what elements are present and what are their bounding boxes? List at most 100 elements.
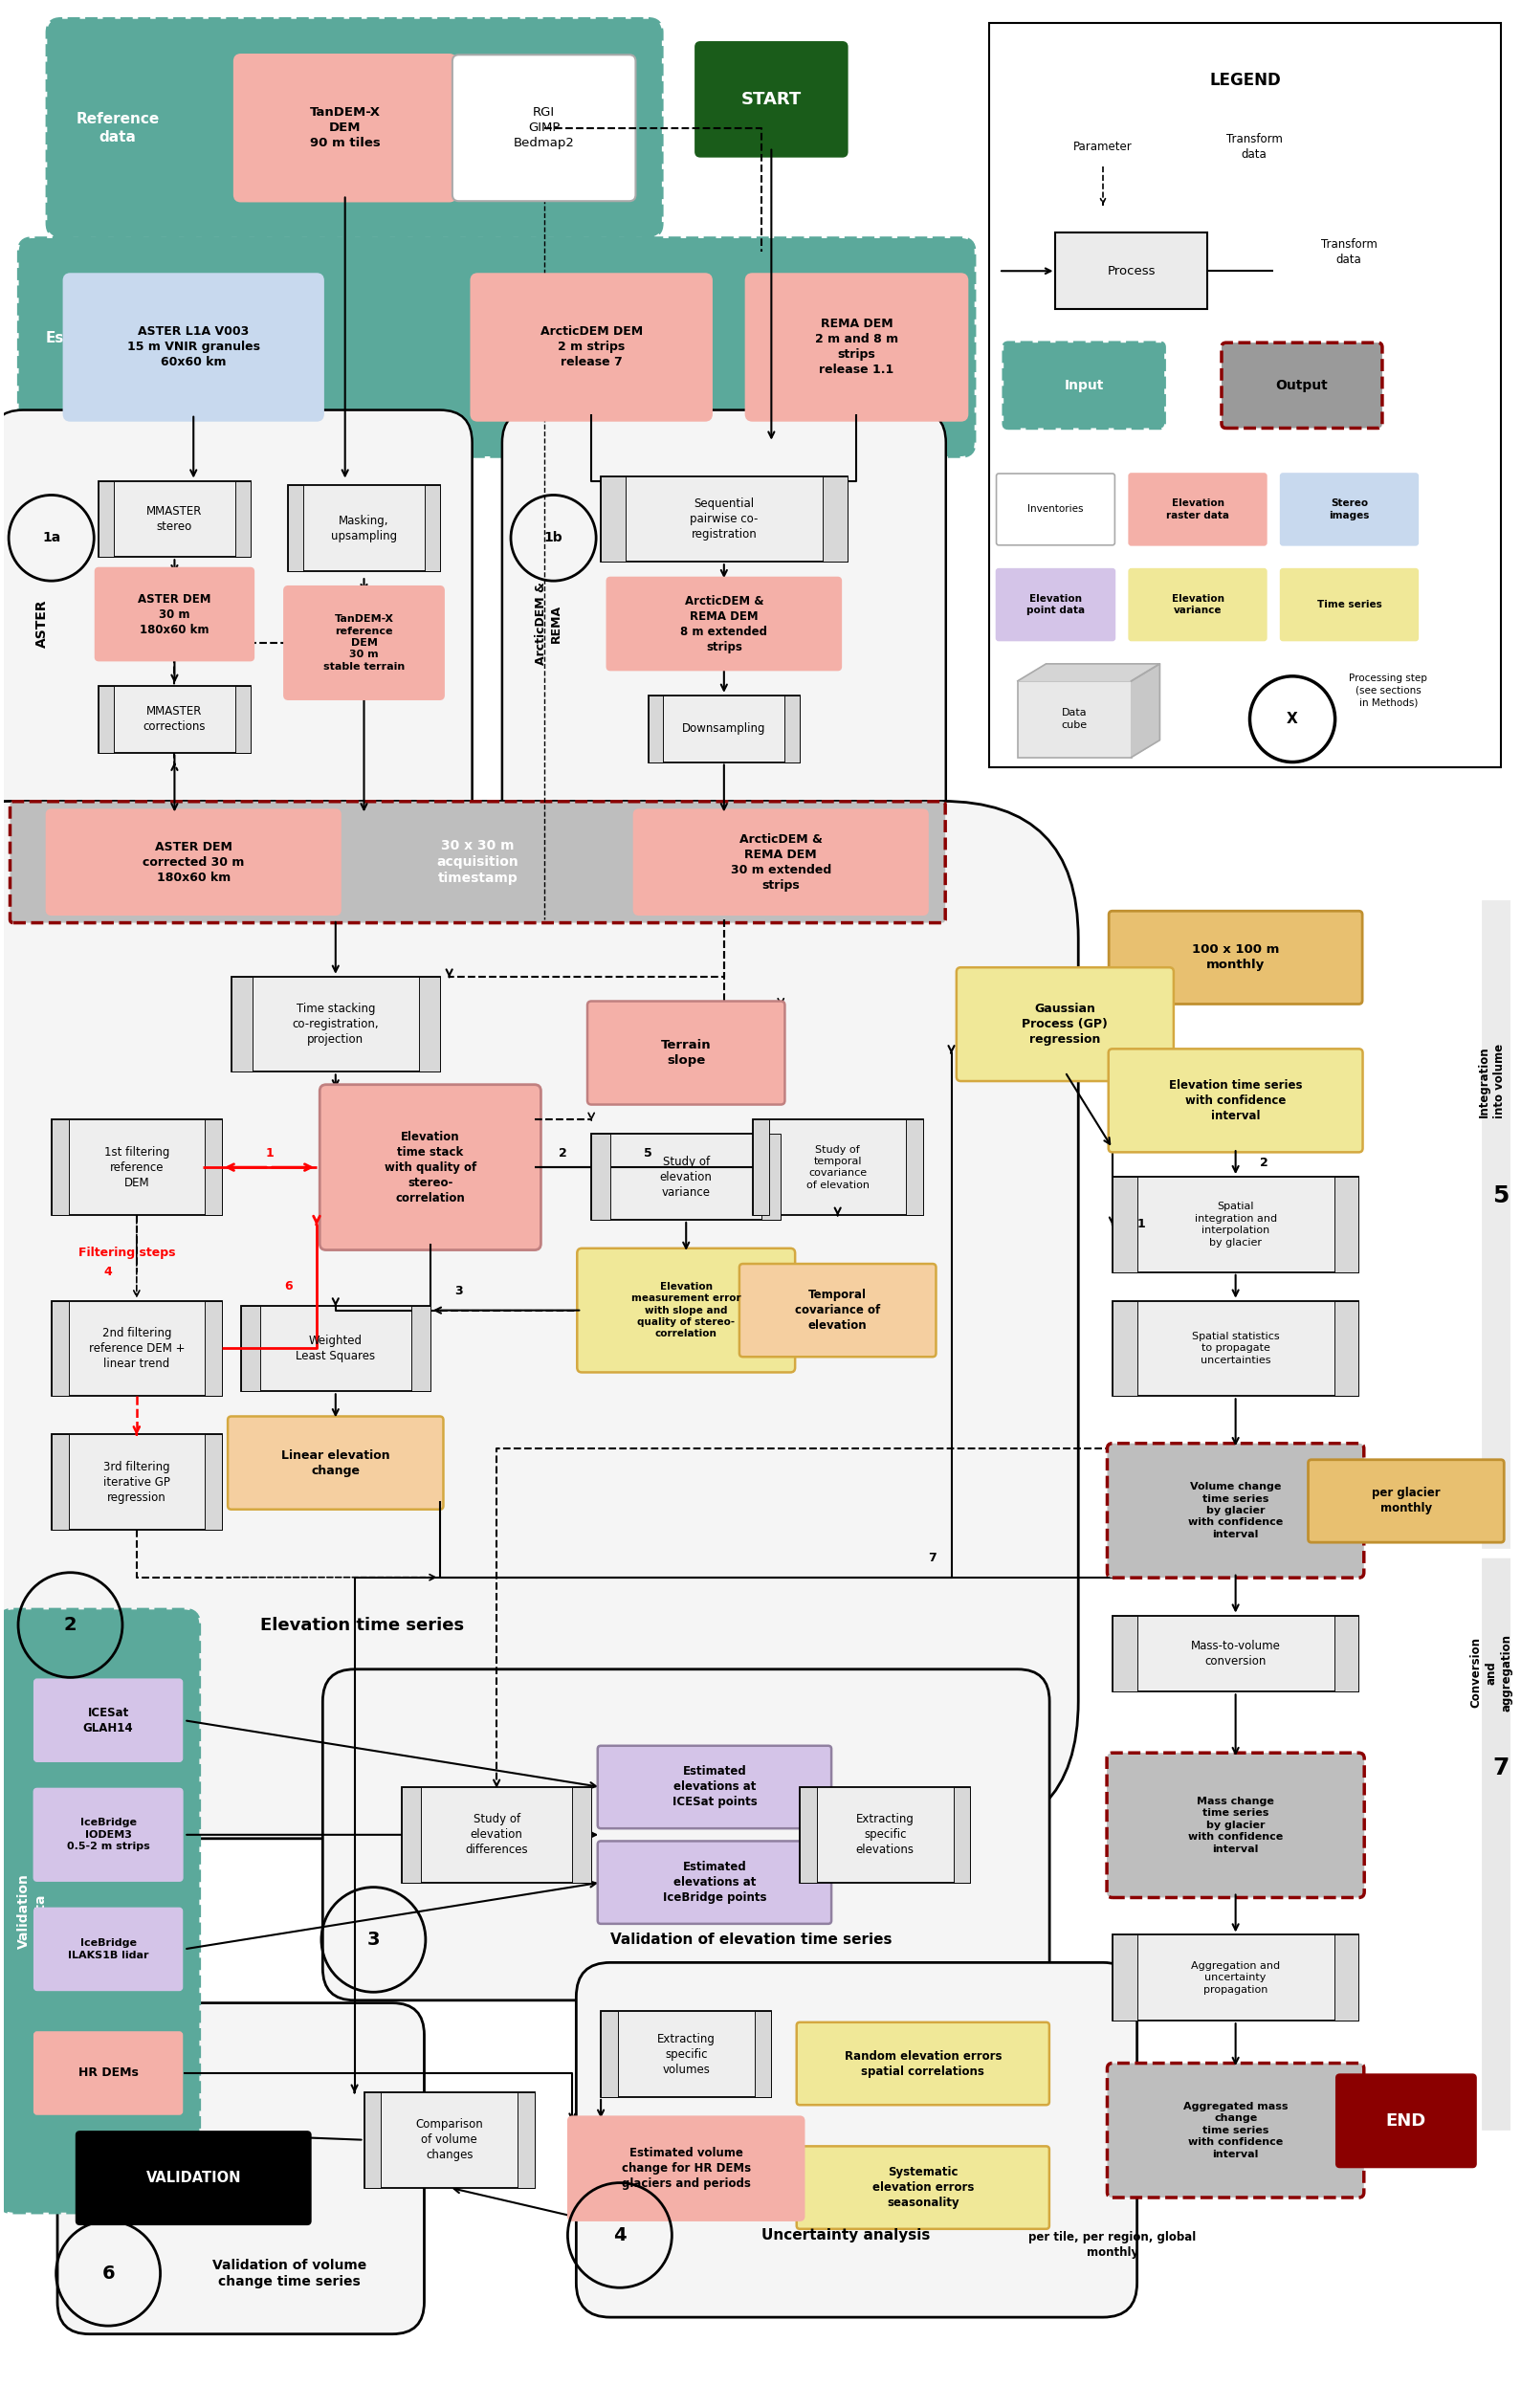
Text: ASTER DEM
corrected 30 m
180x60 km: ASTER DEM corrected 30 m 180x60 km bbox=[143, 840, 245, 884]
Bar bbox=[572, 1787, 592, 1883]
FancyBboxPatch shape bbox=[598, 1842, 832, 1924]
Bar bbox=[99, 482, 114, 556]
Bar bbox=[411, 1305, 430, 1392]
FancyBboxPatch shape bbox=[957, 968, 1174, 1081]
FancyBboxPatch shape bbox=[502, 409, 946, 838]
Bar bbox=[1334, 1300, 1358, 1397]
Bar bbox=[52, 1300, 68, 1397]
Text: 3rd filtering
iterative GP
regression: 3rd filtering iterative GP regression bbox=[103, 1459, 170, 1503]
Text: 4: 4 bbox=[613, 2225, 627, 2244]
Bar bbox=[418, 978, 440, 1072]
Bar bbox=[823, 477, 847, 561]
Bar bbox=[1112, 1616, 1138, 1693]
FancyBboxPatch shape bbox=[35, 1678, 183, 1760]
FancyBboxPatch shape bbox=[0, 1609, 199, 2213]
FancyBboxPatch shape bbox=[33, 1789, 183, 1881]
FancyBboxPatch shape bbox=[47, 19, 662, 236]
FancyBboxPatch shape bbox=[1281, 474, 1418, 544]
Text: Estimation
data: Estimation data bbox=[46, 332, 134, 364]
Bar bbox=[364, 2093, 382, 2186]
Text: Extracting
specific
elevations: Extracting specific elevations bbox=[856, 1813, 914, 1857]
FancyBboxPatch shape bbox=[739, 1264, 935, 1356]
Bar bbox=[236, 686, 251, 754]
FancyBboxPatch shape bbox=[569, 2117, 803, 2220]
FancyBboxPatch shape bbox=[35, 2032, 183, 2114]
Text: Random elevation errors
spatial correlations: Random elevation errors spatial correlat… bbox=[844, 2049, 1002, 2078]
Text: Weighted
Least Squares: Weighted Least Squares bbox=[295, 1334, 376, 1363]
Bar bbox=[52, 1435, 68, 1529]
FancyBboxPatch shape bbox=[607, 578, 841, 669]
Bar bbox=[785, 696, 800, 761]
FancyBboxPatch shape bbox=[1109, 910, 1363, 1004]
Bar bbox=[1112, 1616, 1358, 1693]
Bar bbox=[99, 482, 251, 556]
FancyBboxPatch shape bbox=[634, 809, 928, 915]
Bar bbox=[1018, 681, 1132, 756]
Text: MMASTER
stereo: MMASTER stereo bbox=[146, 506, 202, 532]
Bar bbox=[364, 2093, 534, 2186]
Bar bbox=[648, 696, 663, 761]
Text: Estimated volume
change for HR DEMs
glaciers and periods: Estimated volume change for HR DEMs glac… bbox=[622, 2148, 751, 2189]
Bar bbox=[205, 1120, 222, 1216]
Text: Elevation
variance: Elevation variance bbox=[1171, 595, 1224, 616]
Polygon shape bbox=[1018, 665, 1161, 681]
FancyBboxPatch shape bbox=[797, 2023, 1049, 2105]
Bar bbox=[907, 1120, 923, 1216]
Text: 7: 7 bbox=[928, 1553, 937, 1565]
Text: 5: 5 bbox=[1492, 1185, 1509, 1206]
Bar bbox=[236, 482, 251, 556]
Text: Volume change
time series
by glacier
with confidence
interval: Volume change time series by glacier wit… bbox=[1188, 1481, 1284, 1539]
Bar bbox=[1334, 1616, 1358, 1693]
Text: END: END bbox=[1386, 2112, 1427, 2129]
Bar bbox=[1112, 1936, 1358, 2020]
FancyBboxPatch shape bbox=[598, 1746, 832, 1828]
Text: IceBridge
IODEM3
0.5-2 m strips: IceBridge IODEM3 0.5-2 m strips bbox=[67, 1818, 149, 1852]
Bar bbox=[99, 686, 251, 754]
Text: Elevation
raster data: Elevation raster data bbox=[1167, 498, 1229, 520]
Bar bbox=[754, 2011, 771, 2097]
Bar bbox=[240, 1305, 260, 1392]
Text: ArcticDEM &
REMA DEM
30 m extended
strips: ArcticDEM & REMA DEM 30 m extended strip… bbox=[730, 833, 830, 891]
Text: Output: Output bbox=[1276, 378, 1328, 393]
Text: Temporal
covariance of
elevation: Temporal covariance of elevation bbox=[795, 1288, 881, 1332]
FancyBboxPatch shape bbox=[1129, 474, 1267, 544]
FancyBboxPatch shape bbox=[1337, 2076, 1475, 2167]
FancyBboxPatch shape bbox=[234, 55, 456, 202]
Bar bbox=[517, 2093, 534, 2186]
Bar bbox=[601, 477, 847, 561]
FancyBboxPatch shape bbox=[1107, 2064, 1364, 2199]
FancyBboxPatch shape bbox=[11, 802, 945, 922]
Text: MMASTER
corrections: MMASTER corrections bbox=[143, 706, 205, 732]
Text: 6: 6 bbox=[284, 1281, 292, 1293]
Bar bbox=[1112, 1178, 1358, 1271]
Text: ASTER L1A V003
15 m VNIR granules
60x60 km: ASTER L1A V003 15 m VNIR granules 60x60 … bbox=[126, 325, 260, 368]
Text: Parameter: Parameter bbox=[1074, 140, 1133, 154]
FancyBboxPatch shape bbox=[1004, 342, 1165, 429]
FancyBboxPatch shape bbox=[96, 568, 254, 660]
Text: Transform
data: Transform data bbox=[1226, 132, 1282, 161]
Text: Study of
elevation
variance: Study of elevation variance bbox=[660, 1156, 712, 1199]
Bar bbox=[601, 477, 625, 561]
Text: Filtering steps: Filtering steps bbox=[79, 1247, 176, 1259]
Text: ASTER DEM
30 m
180x60 km: ASTER DEM 30 m 180x60 km bbox=[138, 592, 211, 636]
Text: Conversion
and
aggregation: Conversion and aggregation bbox=[1469, 1635, 1513, 1712]
FancyBboxPatch shape bbox=[319, 1084, 541, 1250]
Bar bbox=[52, 1120, 68, 1216]
Text: TanDEM-X
DEM
90 m tiles: TanDEM-X DEM 90 m tiles bbox=[310, 106, 380, 149]
FancyBboxPatch shape bbox=[47, 809, 341, 915]
Text: Comparison
of volume
changes: Comparison of volume changes bbox=[415, 2119, 484, 2162]
Text: START: START bbox=[741, 92, 802, 108]
Bar bbox=[592, 1134, 780, 1221]
Bar bbox=[287, 486, 440, 571]
Bar bbox=[601, 2011, 618, 2097]
Text: Transform
data: Transform data bbox=[1320, 238, 1377, 265]
Bar bbox=[1056, 234, 1208, 308]
FancyBboxPatch shape bbox=[35, 1907, 183, 1989]
Bar bbox=[800, 1787, 817, 1883]
Bar bbox=[1112, 1178, 1138, 1271]
Bar bbox=[424, 486, 440, 571]
FancyBboxPatch shape bbox=[76, 2131, 310, 2225]
FancyBboxPatch shape bbox=[745, 275, 967, 421]
FancyBboxPatch shape bbox=[587, 1002, 785, 1105]
Text: Processing step
(see sections
in Methods): Processing step (see sections in Methods… bbox=[1349, 674, 1428, 708]
